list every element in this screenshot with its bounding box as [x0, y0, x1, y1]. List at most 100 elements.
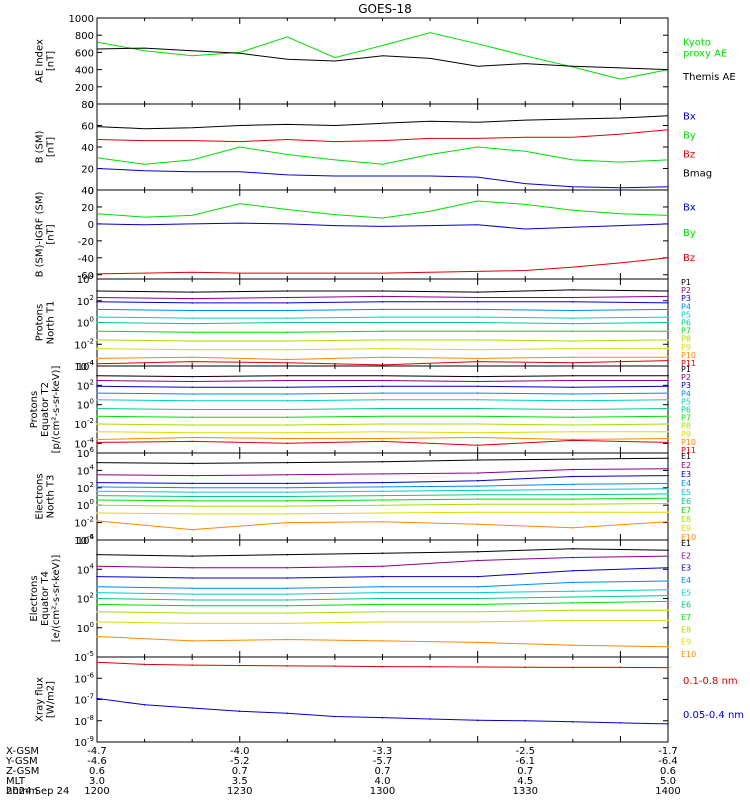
data-point	[667, 379, 669, 382]
data-point	[381, 504, 384, 507]
data-point	[96, 379, 98, 382]
data-point	[476, 550, 479, 553]
data-point	[476, 360, 479, 363]
y-axis-label: Protons	[29, 391, 40, 428]
data-point	[191, 360, 193, 363]
data-point	[572, 347, 574, 350]
data-point	[667, 302, 669, 304]
data-point	[667, 347, 669, 350]
data-point	[96, 586, 98, 588]
data-point	[286, 587, 289, 590]
data-point	[381, 486, 384, 488]
data-point	[572, 289, 574, 291]
data-point	[572, 596, 574, 598]
legend-E5: E5	[681, 488, 691, 497]
data-point	[476, 330, 479, 333]
y-tick-label: 10-2	[74, 417, 94, 431]
legend-E3: E3	[681, 470, 691, 479]
data-point	[572, 340, 574, 342]
data-point	[476, 339, 479, 341]
data-point	[667, 619, 669, 622]
data-point	[381, 575, 384, 578]
data-point	[381, 565, 384, 568]
panel-ae: 0 200 400 600 800 1000 AE Index [nT] Kyotoproxy …	[35, 14, 736, 111]
data-point	[476, 586, 479, 588]
data-point	[191, 577, 193, 579]
y-axis-label: North T1	[46, 301, 57, 345]
y-tick-label: 102	[77, 294, 94, 308]
data-point	[667, 437, 669, 440]
data-point	[476, 308, 479, 311]
data-point	[96, 635, 98, 638]
y-tick-label: 800	[75, 31, 94, 42]
axis-row-value: -2.5	[515, 746, 535, 757]
data-point	[667, 308, 669, 311]
data-point	[286, 712, 289, 715]
legend-label: Bx	[683, 202, 696, 213]
data-point	[191, 297, 193, 300]
data-point	[381, 603, 384, 606]
data-point	[524, 719, 527, 722]
data-point	[667, 511, 669, 513]
y-tick-label: 104	[77, 272, 95, 286]
data-point	[667, 392, 669, 394]
data-point	[572, 430, 574, 433]
data-point	[381, 440, 384, 443]
data-point	[381, 597, 384, 600]
data-point	[381, 460, 384, 463]
y-tick-label: 10-6	[74, 671, 94, 685]
data-point	[572, 556, 574, 559]
y-axis-label: [e/(cm²-s-sr-keV)]	[51, 555, 62, 643]
legend-P3: P3	[681, 381, 691, 390]
data-point	[96, 441, 98, 444]
data-point	[191, 487, 193, 489]
legend-P6: P6	[681, 319, 691, 328]
data-point	[476, 375, 479, 378]
data-point	[191, 348, 193, 351]
data-point	[191, 393, 193, 395]
legend-E3: E3	[681, 564, 691, 573]
data-point	[286, 622, 289, 625]
axis-row-value: 4.5	[517, 776, 533, 787]
data-point	[476, 523, 479, 526]
data-point	[667, 566, 669, 569]
data-point	[286, 393, 289, 395]
data-point	[96, 610, 98, 613]
data-point	[191, 356, 193, 359]
data-point	[381, 423, 384, 425]
data-point	[667, 457, 669, 460]
data-point	[476, 407, 479, 410]
data-point	[476, 321, 479, 324]
data-point	[191, 587, 193, 590]
data-point	[476, 348, 479, 351]
panel-frame	[96, 103, 669, 191]
data-point	[572, 475, 574, 478]
data-point	[381, 392, 384, 394]
series-line-0.05-0.4 nm	[96, 697, 669, 725]
data-point	[191, 495, 193, 498]
data-point	[191, 599, 193, 601]
data-point	[381, 520, 384, 523]
y-axis-label: Equator T2	[40, 382, 51, 437]
data-point	[572, 547, 574, 550]
y-axis-label: Xray flux	[35, 677, 46, 722]
y-tick-label: 600	[75, 48, 94, 59]
data-point	[191, 664, 193, 666]
data-point	[667, 588, 669, 591]
data-point	[476, 621, 479, 623]
data-point	[96, 490, 98, 493]
y-tick-label: -20	[78, 237, 94, 248]
data-point	[476, 559, 479, 562]
data-point	[286, 495, 289, 498]
data-point	[667, 594, 669, 597]
data-point	[191, 566, 193, 569]
data-point	[572, 609, 574, 611]
time-axis-table: X-GSM -4.7 -4.0 -3.3 -2.5 -1.7 Y-GSM -4.6 -5.2 -5…	[5, 746, 681, 797]
axis-row-label: hhmm	[6, 786, 38, 797]
data-point	[96, 597, 98, 600]
data-point	[667, 295, 669, 298]
legend-P7: P7	[681, 414, 691, 423]
data-point	[381, 290, 384, 292]
